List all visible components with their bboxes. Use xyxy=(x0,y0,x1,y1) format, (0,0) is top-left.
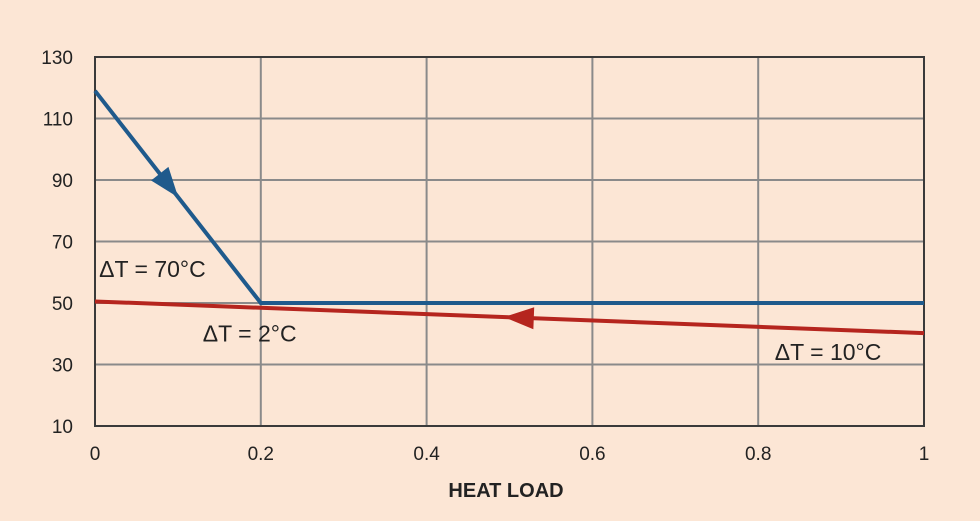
y-axis-ticks: 10 30 50 70 90 110 130 xyxy=(41,48,73,438)
x-tick-label: 0 xyxy=(90,444,101,465)
series-group xyxy=(93,89,925,336)
x-tick-label: 0.4 xyxy=(413,444,440,465)
x-axis-ticks: 0 0.2 0.4 0.6 0.8 1 xyxy=(90,444,930,465)
y-tick-label: 70 xyxy=(52,233,73,254)
annotations: ΔT = 70°C ΔT = 2°C ΔT = 10°C xyxy=(99,256,881,365)
series-line-1 xyxy=(93,89,924,305)
x-tick-label: 0.8 xyxy=(745,444,771,465)
x-tick-label: 1 xyxy=(919,444,930,465)
y-tick-label: 50 xyxy=(52,294,73,315)
x-tick-label: 0.2 xyxy=(248,444,274,465)
annotation-label: ΔT = 2°C xyxy=(203,320,297,346)
plot-frame xyxy=(94,56,925,427)
series-arrow-1 xyxy=(151,166,179,198)
x-tick-label: 0.6 xyxy=(579,444,605,465)
x-axis-label: HEAT LOAD xyxy=(448,480,563,502)
y-tick-label: 90 xyxy=(52,171,73,192)
annotation-label: ΔT = 10°C xyxy=(775,339,882,365)
series-arrow-2 xyxy=(503,307,535,330)
annotation-label: ΔT = 70°C xyxy=(99,256,206,282)
y-tick-label: 10 xyxy=(52,417,73,438)
y-tick-label: 30 xyxy=(52,356,73,377)
y-tick-label: 130 xyxy=(41,48,73,69)
y-tick-label: 110 xyxy=(43,110,73,131)
